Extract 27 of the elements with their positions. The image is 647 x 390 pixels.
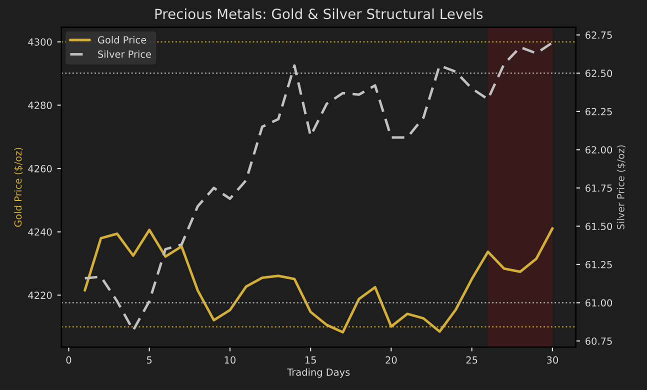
y2-tick-label: 62.00 (586, 146, 612, 154)
y2-tick-label: 61.25 (586, 260, 612, 268)
x-tick-label: 20 (386, 356, 397, 364)
x-tick-label: 5 (147, 356, 152, 364)
y2-tick-label: 61.50 (586, 222, 612, 230)
y-tick-label: 4220 (28, 292, 52, 300)
y2-tick-label: 61.00 (586, 299, 612, 307)
y2-tick-label: 62.50 (586, 70, 612, 78)
x-tick-label: 15 (305, 356, 316, 364)
legend-label: Gold Price (98, 36, 146, 44)
y-tick-label: 4300 (28, 38, 52, 46)
y-tick-label: 4240 (28, 228, 52, 236)
x-tick-label: 25 (466, 356, 478, 364)
y2-axis-title: Silver Price ($/oz) (616, 145, 626, 230)
x-tick-label: 30 (547, 356, 558, 364)
x-tick-label: 10 (224, 356, 236, 364)
y-tick-label: 4280 (28, 102, 52, 110)
y2-tick-label: 60.75 (586, 337, 612, 345)
x-axis-title: Trading Days (287, 368, 350, 378)
legend-label: Silver Price (98, 50, 152, 58)
y2-tick-label: 62.75 (586, 31, 612, 39)
x-tick-label: 0 (66, 356, 72, 364)
chart-title: Precious Metals: Gold & Silver Structural Levels (155, 8, 483, 20)
y2-tick-label: 62.25 (586, 108, 612, 116)
y-tick-label: 4260 (28, 164, 52, 172)
y-axis-title: Gold Price ($/oz) (14, 148, 23, 227)
y2-tick-label: 61.75 (586, 184, 612, 192)
